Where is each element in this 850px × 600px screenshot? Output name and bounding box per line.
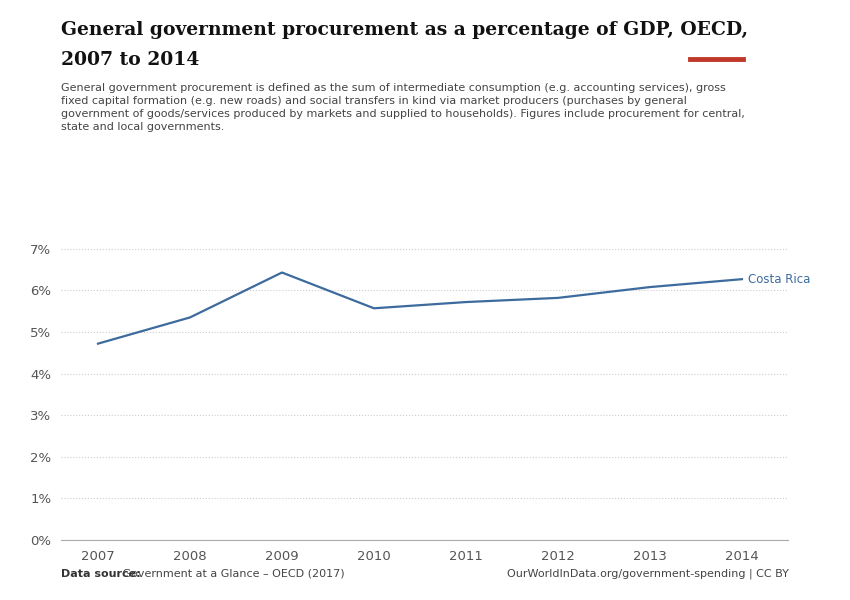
Text: Costa Rica: Costa Rica [748,272,811,286]
Text: Our World: Our World [704,21,771,34]
Text: General government procurement is defined as the sum of intermediate consumption: General government procurement is define… [61,83,745,133]
Text: General government procurement as a percentage of GDP, OECD,: General government procurement as a perc… [61,21,748,39]
Text: Data source:: Data source: [61,569,141,579]
Text: in Data: in Data [713,37,762,50]
Text: 2007 to 2014: 2007 to 2014 [61,51,200,69]
Text: Government at a Glance – OECD (2017): Government at a Glance – OECD (2017) [119,569,344,579]
Text: OurWorldInData.org/government-spending | CC BY: OurWorldInData.org/government-spending |… [507,569,789,579]
